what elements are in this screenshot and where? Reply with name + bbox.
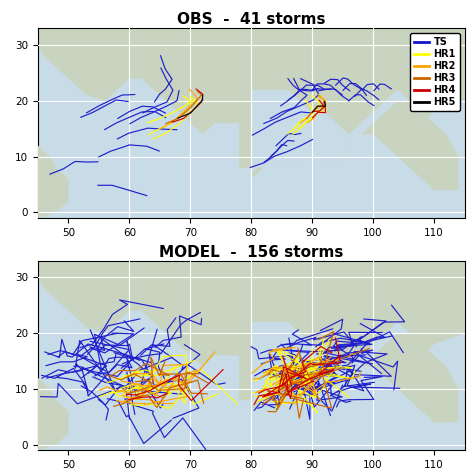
Polygon shape: [38, 238, 465, 450]
Polygon shape: [38, 6, 465, 218]
Polygon shape: [38, 378, 68, 450]
Title: OBS  -  41 storms: OBS - 41 storms: [177, 12, 326, 27]
Title: MODEL  -  156 storms: MODEL - 156 storms: [159, 245, 343, 260]
Polygon shape: [251, 400, 264, 411]
Polygon shape: [38, 79, 239, 212]
Polygon shape: [38, 6, 465, 168]
Polygon shape: [38, 238, 465, 400]
Polygon shape: [361, 333, 458, 422]
Legend: TS, HR1, HR2, HR3, HR4, HR5: TS, HR1, HR2, HR3, HR4, HR5: [410, 33, 460, 111]
Polygon shape: [38, 261, 465, 450]
Polygon shape: [251, 322, 349, 400]
Polygon shape: [38, 311, 239, 445]
Polygon shape: [251, 168, 264, 179]
Polygon shape: [251, 90, 349, 168]
Polygon shape: [38, 146, 68, 218]
Polygon shape: [38, 28, 465, 218]
Polygon shape: [361, 101, 458, 190]
